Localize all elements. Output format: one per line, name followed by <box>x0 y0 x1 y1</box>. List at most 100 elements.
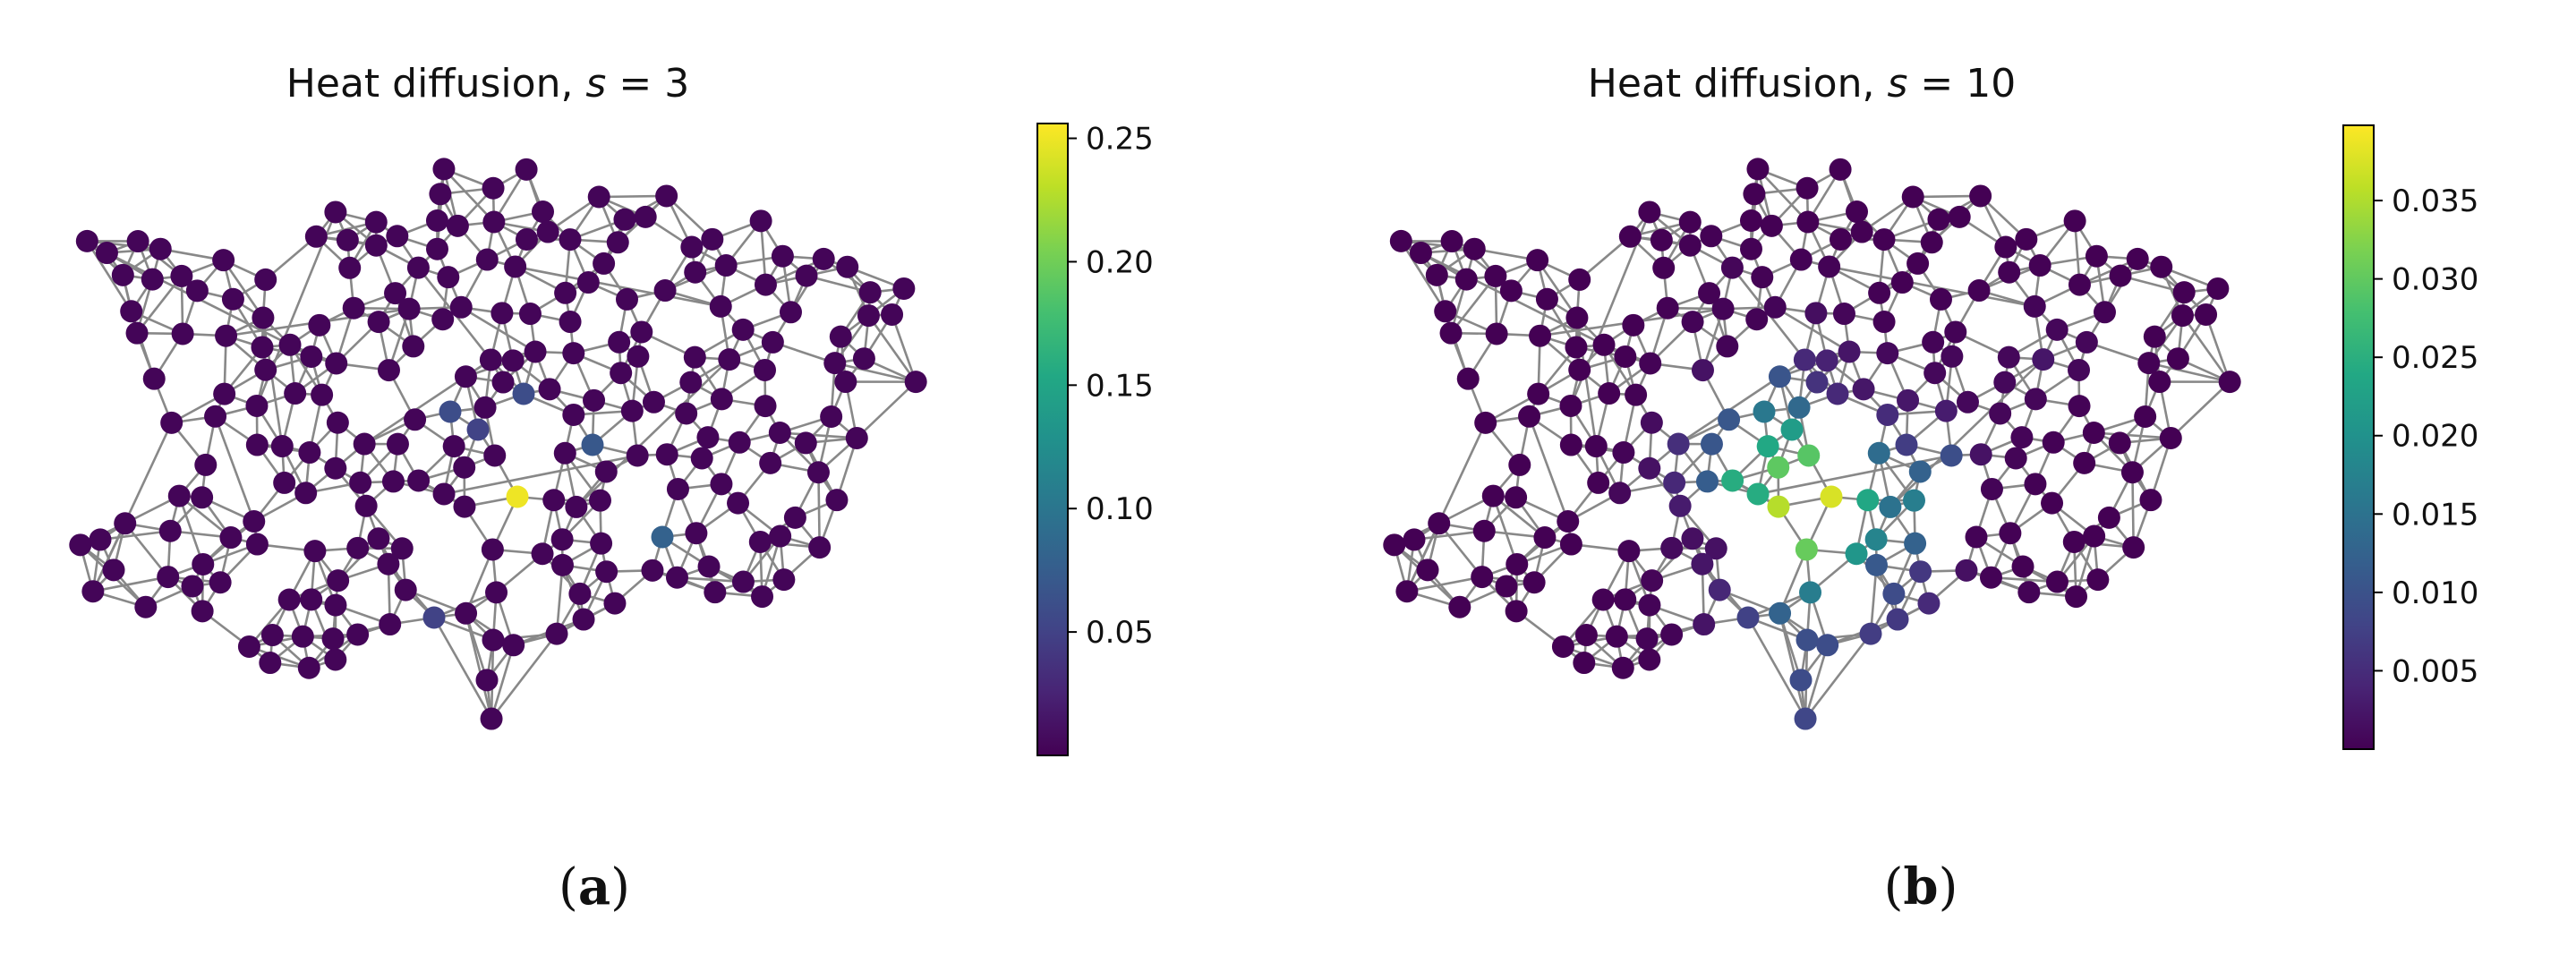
graph-node <box>627 345 649 368</box>
graph-node <box>603 593 626 615</box>
graph-node <box>1506 600 1528 622</box>
graph-node <box>1838 341 1861 363</box>
graph-node <box>143 368 166 390</box>
graph-node <box>1868 282 1890 304</box>
graph-node <box>324 648 346 670</box>
graph-node <box>1927 209 1949 231</box>
graph-node <box>729 431 751 454</box>
graph-node <box>627 444 649 466</box>
graph-node <box>1657 297 1679 320</box>
graph-node <box>1463 238 1486 260</box>
graph-node <box>1679 211 1702 234</box>
graph-node <box>2017 581 2040 603</box>
graph-node <box>1970 443 1992 465</box>
graph-node <box>209 571 232 593</box>
graph-node <box>213 383 235 405</box>
graph-b <box>1383 158 2240 729</box>
graph-node <box>1902 186 1924 209</box>
graph-node <box>1980 567 2002 589</box>
graph-node <box>1495 575 1517 597</box>
graph-node <box>718 348 740 371</box>
graph-node <box>1622 314 1644 337</box>
graph-node <box>1816 349 1838 371</box>
graph-node <box>769 422 791 444</box>
graph-node <box>1568 359 1591 381</box>
graph-node <box>327 412 349 434</box>
graph-node <box>2219 371 2241 393</box>
graph-node <box>1471 566 1493 588</box>
graph-node <box>1804 302 1827 324</box>
graph-node <box>103 558 125 581</box>
graph-node <box>172 322 194 345</box>
graph-node <box>1575 624 1598 646</box>
graph-node <box>96 242 118 264</box>
graph-node <box>2012 556 2034 578</box>
graph-node <box>120 300 142 322</box>
graph-node <box>181 575 203 597</box>
graph-node <box>769 525 791 548</box>
graph-node <box>2064 209 2086 232</box>
colorbar-tick-label: 0.030 <box>2392 262 2478 298</box>
graph-node <box>537 221 559 243</box>
graph-node <box>1872 228 1895 251</box>
graph-node <box>1757 435 1779 457</box>
graph-node <box>1536 288 1558 311</box>
graph-node <box>1865 554 1888 576</box>
graph-node <box>482 538 504 560</box>
graph-node <box>546 623 568 645</box>
graph-node <box>1969 184 1992 207</box>
graph-node <box>2139 489 2162 511</box>
graph-node <box>621 400 644 422</box>
graph-node <box>710 295 732 318</box>
graph-node <box>2025 388 2047 410</box>
graph-node <box>443 435 465 457</box>
graph-node <box>1638 648 1660 670</box>
graph-node <box>2109 431 2131 454</box>
graph-node <box>407 257 430 279</box>
graph-node <box>426 209 448 232</box>
graph-node <box>502 349 525 371</box>
graph-node <box>825 489 848 511</box>
graph-node <box>732 571 755 593</box>
graph-node <box>2032 348 2054 371</box>
graph-node <box>1663 472 1685 494</box>
graph-node <box>1426 264 1448 286</box>
graph-node <box>504 255 526 277</box>
graph-node <box>1790 669 1813 691</box>
graph-node <box>114 512 136 534</box>
graph-node <box>298 441 320 464</box>
graph-node <box>2068 395 2091 417</box>
graph-node <box>402 335 424 357</box>
graph-node <box>1587 472 1609 494</box>
panel-b-caption: (b) <box>1884 857 1958 917</box>
graph-node <box>568 583 591 605</box>
graph-node <box>271 435 294 457</box>
graph-node <box>192 600 214 622</box>
graph-node <box>635 206 657 228</box>
graph-node <box>170 265 192 287</box>
graph-node <box>1533 526 1556 549</box>
graph-node <box>2086 568 2109 591</box>
graph-node <box>1747 482 1770 505</box>
graph-node <box>1608 482 1631 504</box>
graph-node <box>1846 542 1868 565</box>
graph-node <box>343 297 365 320</box>
graph-node <box>2046 571 2068 593</box>
graph-node-n-h <box>1737 607 1760 629</box>
graph-node <box>704 581 726 603</box>
graph-node <box>1906 252 1929 275</box>
graph-node <box>1560 434 1582 456</box>
graph-node <box>532 542 554 565</box>
graph-node <box>836 256 858 278</box>
graph-node-n-e <box>1753 401 1776 423</box>
panel-a: Heat diffusion, s = 3 0.250.200.150.100.… <box>69 61 1153 917</box>
graph-node <box>2083 525 2105 548</box>
graph-node <box>1993 371 2016 394</box>
graph-node <box>112 264 134 286</box>
graph-node <box>1482 485 1505 507</box>
graph-node <box>1796 210 1819 233</box>
graph-node <box>1395 580 1418 602</box>
graph-node <box>820 405 842 428</box>
graph-node <box>1660 623 1683 645</box>
graph-node <box>616 288 638 311</box>
